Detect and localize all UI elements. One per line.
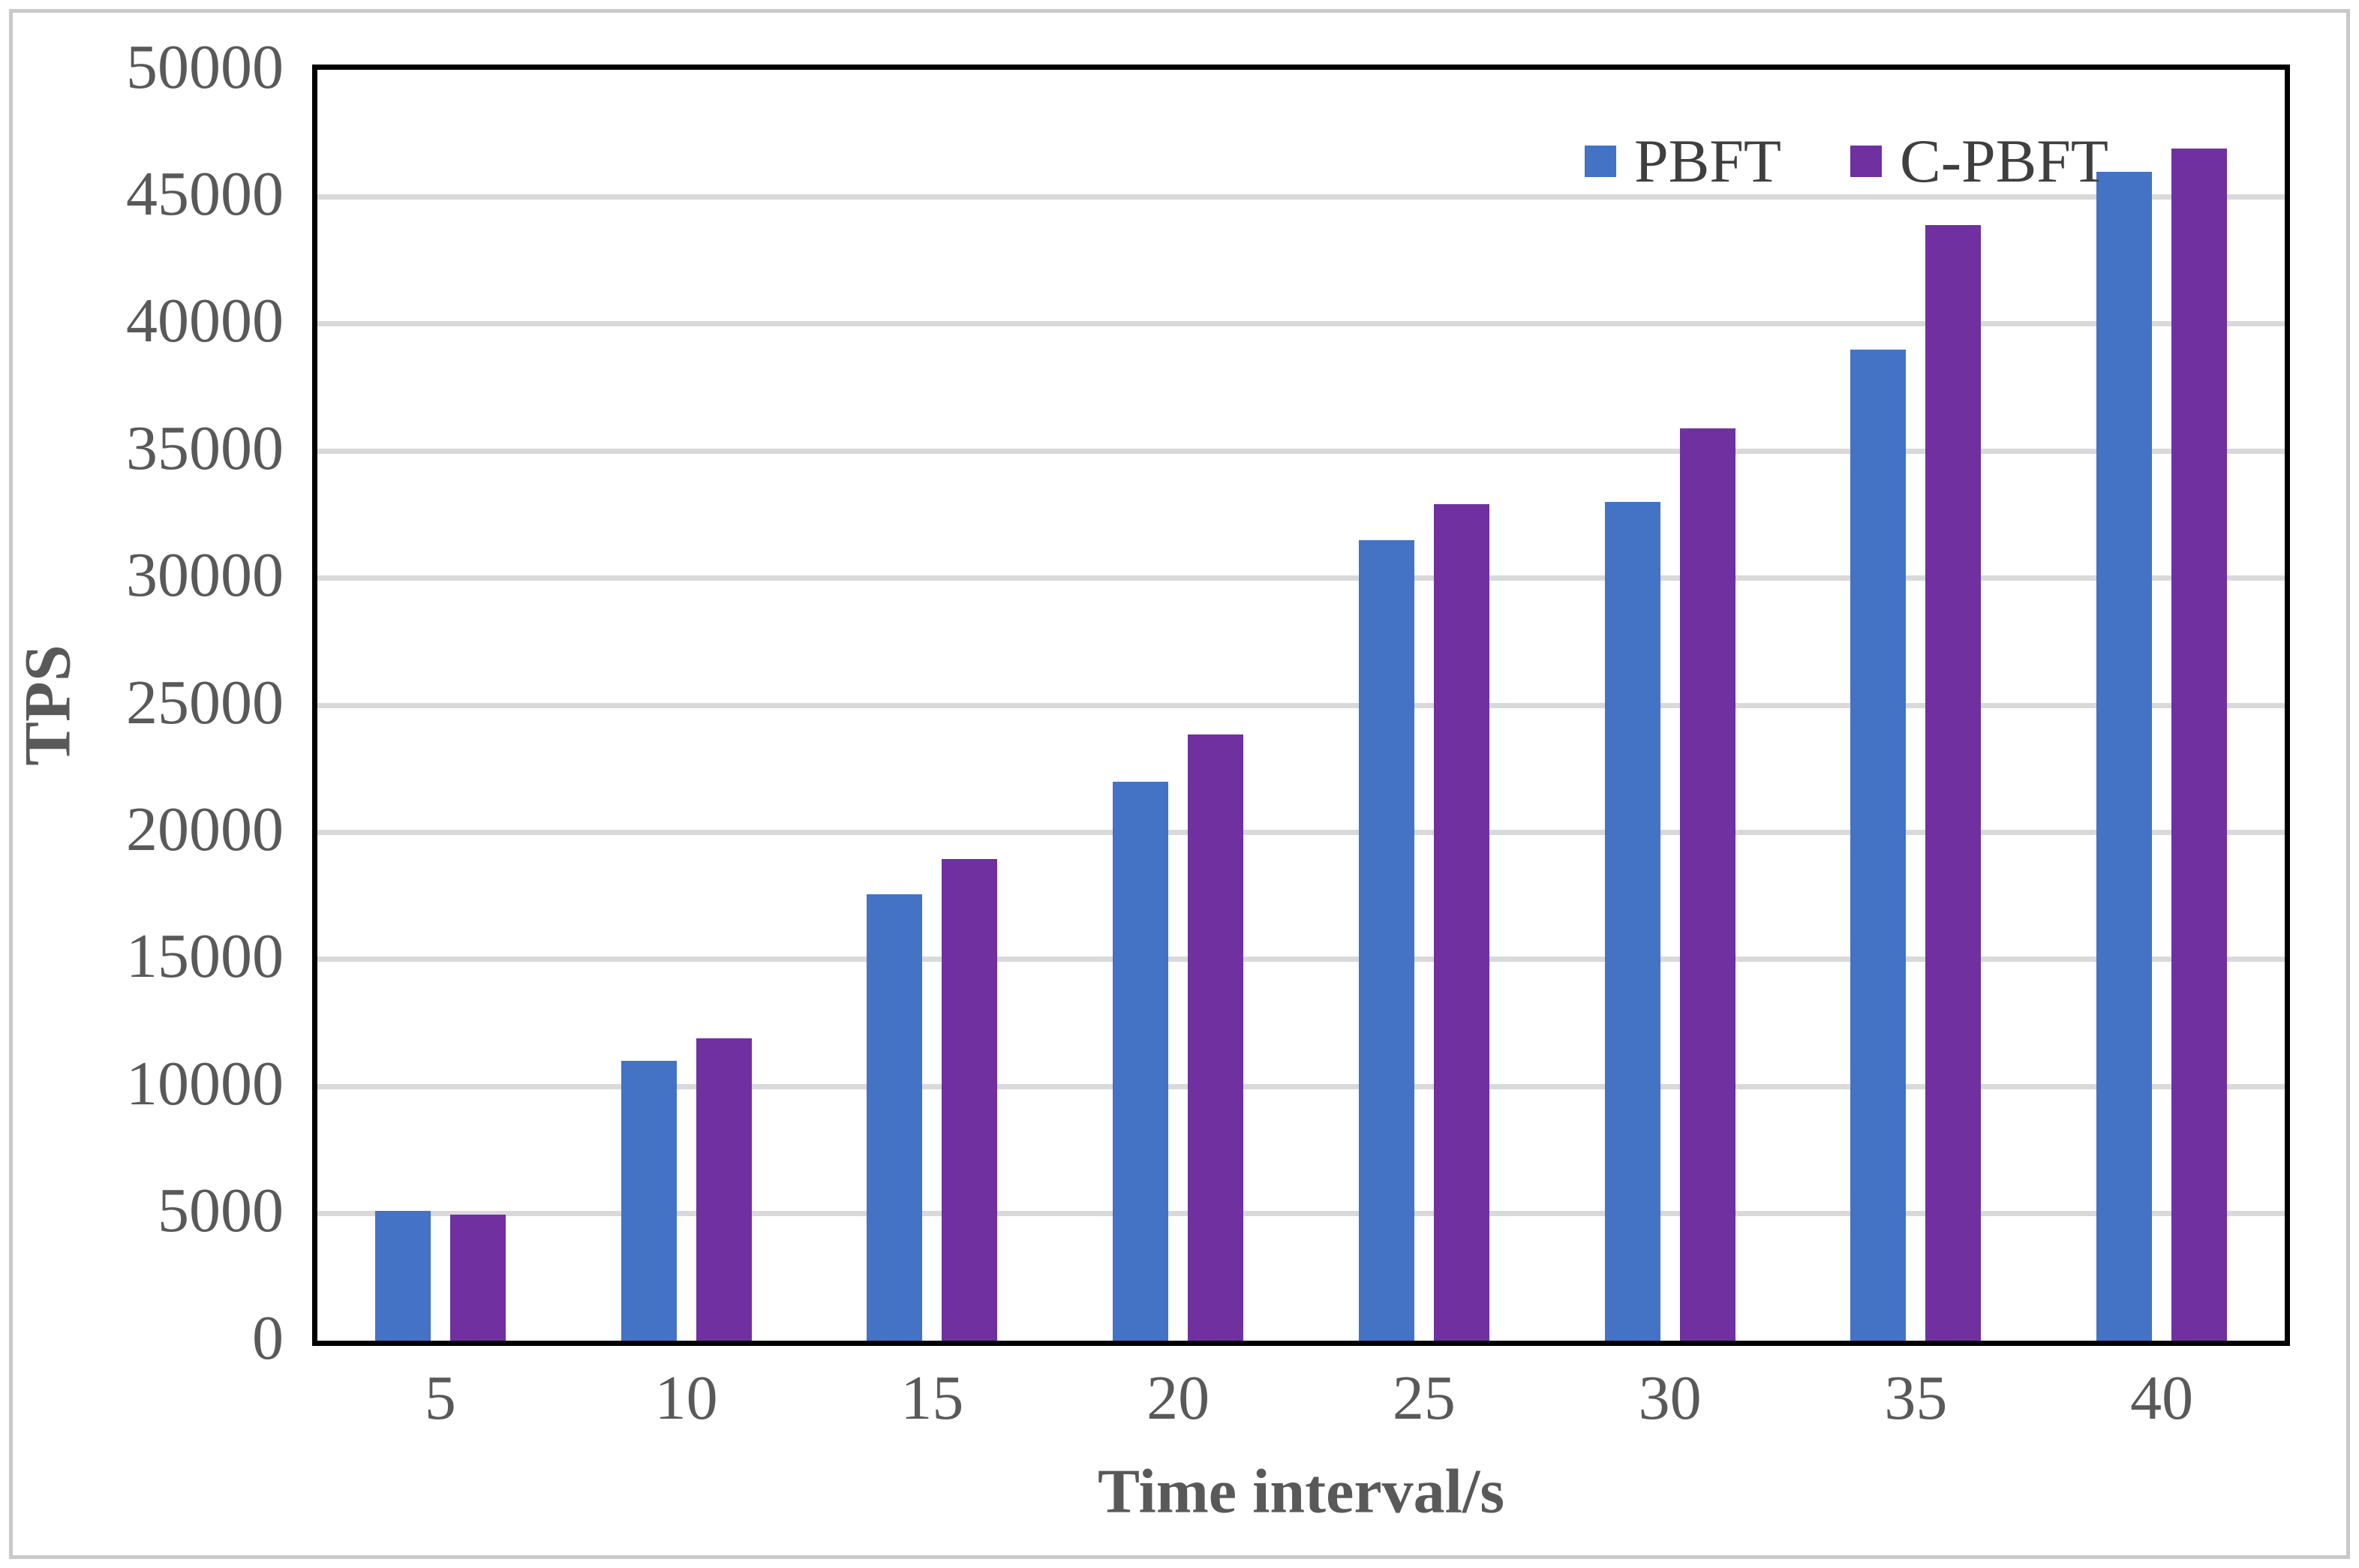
y-tick-40000: 40000 xyxy=(126,286,284,356)
gridline-35000 xyxy=(317,448,2285,454)
y-tick-45000: 45000 xyxy=(126,158,284,229)
y-tick-20000: 20000 xyxy=(126,794,284,864)
legend-label-c-pbft: C-PBFT xyxy=(1900,127,2108,195)
x-tick-10: 10 xyxy=(654,1363,718,1433)
legend-item-pbft: PBFT xyxy=(1585,128,1781,195)
bar-pbft-10 xyxy=(621,1061,677,1341)
x-tick-15: 15 xyxy=(900,1363,964,1433)
bar-pbft-15 xyxy=(867,894,923,1341)
bar-pbft-5 xyxy=(374,1211,431,1341)
bar-pbft-35 xyxy=(1850,349,1907,1341)
bar-c-pbft-25 xyxy=(1433,504,1489,1341)
x-tick-5: 5 xyxy=(424,1363,456,1433)
bar-c-pbft-30 xyxy=(1679,428,1735,1341)
y-tick-10000: 10000 xyxy=(126,1048,284,1119)
legend-swatch-c-pbft xyxy=(1850,146,1882,177)
gridline-40000 xyxy=(317,321,2285,327)
bar-c-pbft-5 xyxy=(449,1215,506,1341)
y-axis-tick-labels: 0 5000 10000 15000 20000 25000 30000 35000 40000… xyxy=(0,0,294,1568)
bar-pbft-25 xyxy=(1358,539,1414,1341)
bar-pbft-40 xyxy=(2096,171,2153,1341)
chart-outer-border xyxy=(9,9,2350,1559)
y-axis-title: TPS xyxy=(11,644,85,766)
bar-group-5 xyxy=(317,70,563,1341)
bar-pbft-30 xyxy=(1604,501,1660,1341)
y-tick-35000: 35000 xyxy=(126,413,284,483)
bar-group-20 xyxy=(1055,70,1301,1341)
y-tick-50000: 50000 xyxy=(126,32,284,102)
bar-group-15 xyxy=(810,70,1056,1341)
y-tick-0: 0 xyxy=(252,1302,284,1373)
x-tick-35: 35 xyxy=(1884,1363,1948,1433)
x-axis-tick-labels: 5 10 15 20 25 30 35 40 xyxy=(317,1367,2285,1430)
gridline-45000 xyxy=(317,194,2285,200)
bar-group-10 xyxy=(563,70,810,1341)
gridline-5000 xyxy=(317,1211,2285,1217)
bar-group-40 xyxy=(2039,70,2285,1341)
legend-label-pbft: PBFT xyxy=(1634,127,1781,195)
x-tick-20: 20 xyxy=(1146,1363,1210,1433)
y-tick-5000: 5000 xyxy=(158,1176,284,1246)
x-axis-title: Time interval/s xyxy=(1097,1456,1505,1527)
y-tick-15000: 15000 xyxy=(126,921,284,992)
x-tick-30: 30 xyxy=(1638,1363,1702,1433)
y-tick-30000: 30000 xyxy=(126,540,284,611)
plot-area xyxy=(312,65,2290,1346)
bar-c-pbft-35 xyxy=(1925,224,1982,1341)
legend-item-c-pbft: C-PBFT xyxy=(1850,128,2108,195)
bar-group-25 xyxy=(1301,70,1547,1341)
x-tick-25: 25 xyxy=(1392,1363,1456,1433)
gridline-25000 xyxy=(317,702,2285,708)
legend: PBFT C-PBFT xyxy=(1585,128,2108,195)
bar-c-pbft-10 xyxy=(696,1038,752,1341)
bar-group-30 xyxy=(1547,70,1793,1341)
bar-group-35 xyxy=(1793,70,2039,1341)
y-tick-25000: 25000 xyxy=(126,667,284,737)
bar-c-pbft-20 xyxy=(1188,734,1244,1341)
bar-pbft-20 xyxy=(1113,781,1169,1341)
bar-c-pbft-40 xyxy=(2171,149,2228,1341)
legend-swatch-pbft xyxy=(1585,146,1616,177)
gridline-20000 xyxy=(317,829,2285,835)
gridline-30000 xyxy=(317,575,2285,581)
gridline-15000 xyxy=(317,957,2285,963)
x-tick-40: 40 xyxy=(2130,1363,2194,1433)
gridline-10000 xyxy=(317,1083,2285,1089)
bar-c-pbft-15 xyxy=(942,858,998,1341)
bar-groups xyxy=(317,70,2285,1341)
